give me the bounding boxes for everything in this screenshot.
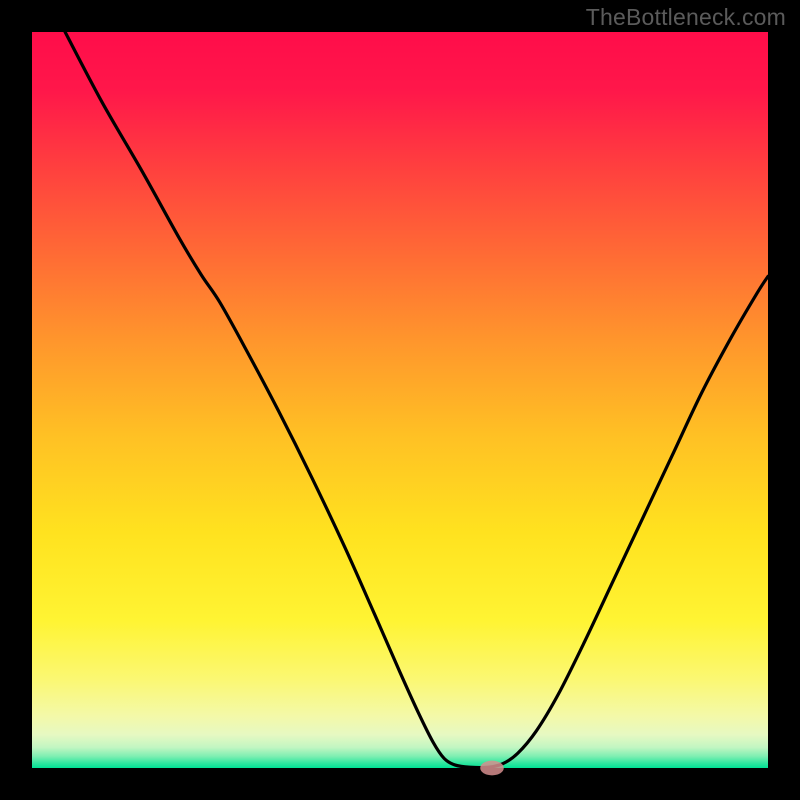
bottleneck-chart [0,0,800,800]
watermark-text: TheBottleneck.com [586,4,786,31]
chart-gradient-background [32,32,768,768]
sweet-spot-marker [480,761,504,776]
